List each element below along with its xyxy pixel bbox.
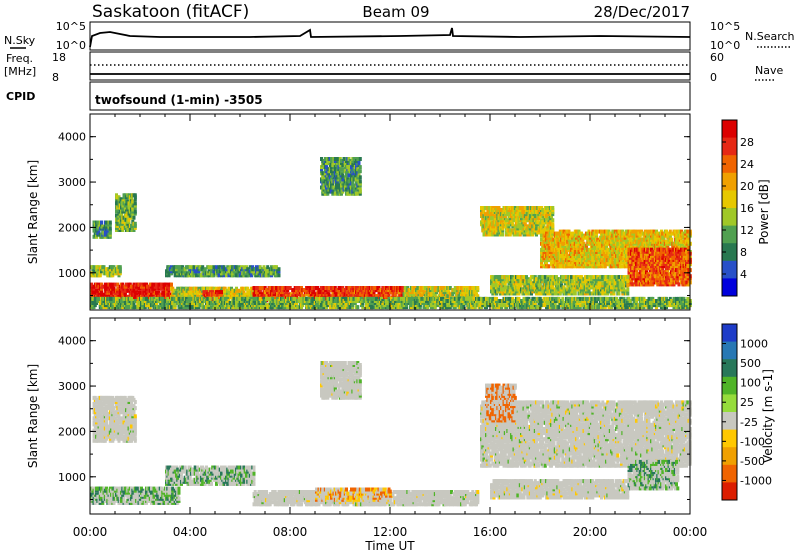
cpid-panel: CPID twofsound (1-min) -3505: [6, 81, 691, 111]
time-axis-label: Time UT: [364, 539, 415, 553]
noise-tick-low-right: 10^0: [710, 39, 740, 52]
colorbar-tick-label: 500: [740, 357, 761, 370]
colorbar-tick-label: 12: [740, 224, 754, 237]
freq-unit: [MHz]: [4, 65, 36, 78]
x-tick-label: 00:00: [73, 525, 108, 539]
colorbar-tick-label: 4: [740, 268, 747, 281]
velocity-ylabel: Slant Range [km]: [26, 364, 40, 468]
date-title: 28/Dec/2017: [594, 3, 690, 21]
velocity-data: [90, 361, 692, 507]
x-tick-label: 12:00: [373, 525, 408, 539]
colorbar-tick-label: 100: [740, 377, 761, 390]
y-tick-label: 3000: [58, 176, 86, 189]
colorbar-tick-label: 8: [740, 246, 747, 259]
x-tick-label: 00:00: [673, 525, 708, 539]
freq-tick-high: 18: [52, 51, 66, 64]
colorbar-tick-label: -100: [740, 435, 765, 448]
y-tick-label: 4000: [58, 335, 86, 348]
noise-search-label: N.Search: [745, 30, 795, 43]
colorbar-tick-label: -500: [740, 455, 765, 468]
station-title: Saskatoon (fitACF): [92, 2, 249, 22]
colorbar-tick-label: 1000: [740, 338, 768, 351]
cpid-label: CPID: [6, 90, 35, 103]
velocity-cbar-label: Velocity [m s-1]: [761, 369, 775, 463]
power-cbar-label: Power [dB]: [757, 179, 771, 244]
colorbar-tick-label: 20: [740, 180, 754, 193]
noise-sky-trace: [89, 27, 691, 48]
noise-panel: N.Sky 10^5 10^0 10^5 10^0 N.Search: [4, 20, 795, 52]
velocity-panel: 1000 2000 3000 4000 Slant Range [km] 1000 50…: [26, 317, 775, 515]
y-tick-label: 1000: [58, 471, 86, 484]
velocity-colorbar: 1000 500 100 25 -25 -100 -500 -1000: [721, 323, 772, 501]
noise-tick-low-left: 10^0: [56, 39, 86, 52]
velocity-axes: 1000 2000 3000 4000: [58, 318, 691, 514]
colorbar-tick-label: 24: [740, 158, 754, 171]
frequency-panel: Freq. [MHz] 18 8 60 0 Nave: [4, 51, 783, 84]
nave-tick-high: 60: [710, 51, 724, 64]
y-tick-label: 2000: [58, 221, 86, 234]
y-tick-label: 2000: [58, 425, 86, 438]
colorbar-tick-label: 16: [740, 202, 754, 215]
power-ylabel: Slant Range [km]: [26, 160, 40, 264]
time-axis: 00:00 04:00 08:00 12:00 16:00 20:00 00:00: [73, 525, 708, 539]
colorbar-tick-label: 28: [740, 136, 754, 149]
y-tick-label: 4000: [58, 131, 86, 144]
colorbar-tick-label: 25: [740, 396, 754, 409]
x-tick-label: 04:00: [173, 525, 208, 539]
colorbar-tick-label: -1000: [740, 474, 772, 487]
x-tick-label: 16:00: [473, 525, 508, 539]
freq-tick-low: 8: [52, 71, 59, 84]
y-tick-label: 3000: [58, 380, 86, 393]
noise-tick-high-left: 10^5: [56, 20, 86, 33]
freq-label: Freq.: [6, 52, 33, 65]
noise-sky-label: N.Sky: [4, 34, 36, 47]
y-tick-label: 1000: [58, 267, 86, 280]
power-data: [90, 157, 692, 310]
power-panel: 1000 2000 3000 4000 Slant Range [km] 28 24 20…: [26, 113, 771, 311]
beam-title: Beam 09: [362, 3, 429, 21]
noise-tick-high-right: 10^5: [710, 20, 740, 33]
colorbar-tick-label: -25: [740, 416, 758, 429]
cpid-value: twofsound (1-min) -3505: [95, 93, 263, 107]
x-tick-label: 08:00: [273, 525, 308, 539]
power-colorbar: 28 24 20 16 12 8 4: [721, 119, 754, 297]
nave-tick-low: 0: [710, 71, 717, 84]
power-axes: 1000 2000 3000 4000: [58, 114, 691, 310]
x-tick-label: 20:00: [573, 525, 608, 539]
nave-label: Nave: [755, 64, 783, 77]
